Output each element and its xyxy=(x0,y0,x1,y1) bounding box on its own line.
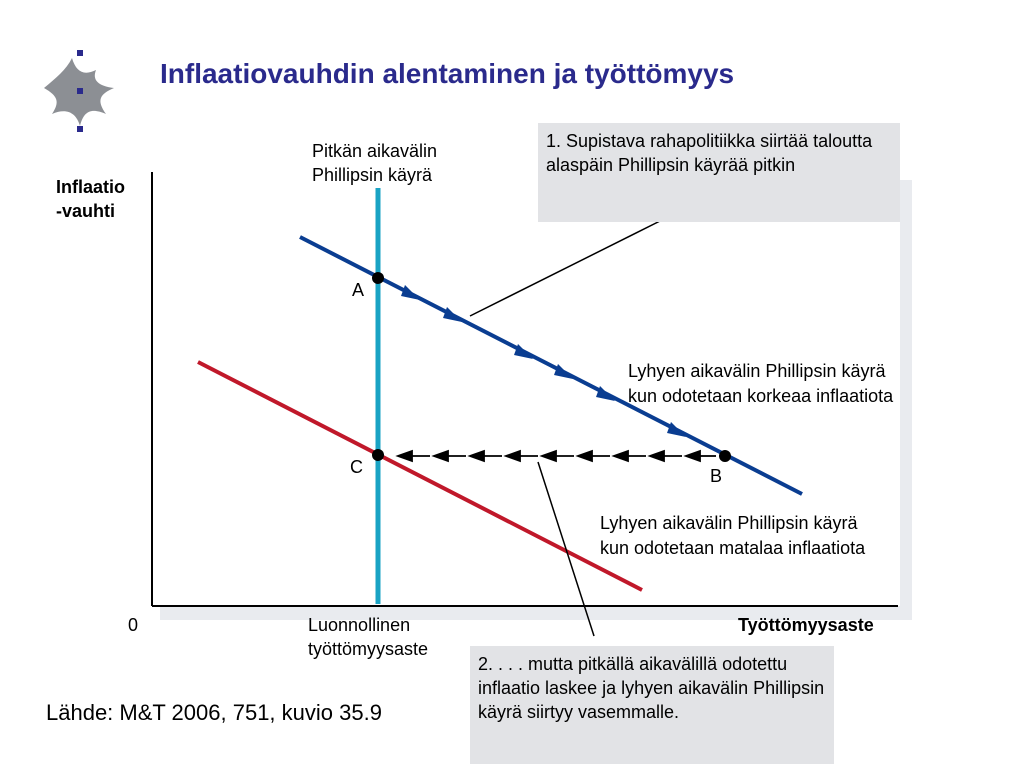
curve-arrow-icon xyxy=(401,285,420,300)
curve-arrow-icon xyxy=(554,364,573,379)
callout-monetary-policy: 1. Supistava rahapolitiikka siirtää talo… xyxy=(538,123,900,222)
origin-label: 0 xyxy=(128,615,139,635)
page-title: Inflaatiovauhdin alentaminen ja työttömy… xyxy=(160,58,735,89)
y-axis-label-line2: -vauhti xyxy=(56,201,116,221)
curve-arrow-icon xyxy=(443,307,462,322)
y-axis-label-line1: Inflaatio xyxy=(56,177,126,197)
university-logo-icon xyxy=(44,50,114,132)
natural-rate-label-line1: Luonnollinen xyxy=(308,615,411,635)
point-c-marker xyxy=(372,449,384,461)
point-c-label: C xyxy=(350,457,363,477)
plot-area xyxy=(152,172,900,606)
point-b-label: B xyxy=(710,466,723,486)
point-a-marker xyxy=(372,272,384,284)
curve-arrow-icon xyxy=(514,344,533,359)
source-note: Lähde: M&T 2006, 751, kuvio 35.9 xyxy=(46,700,382,725)
callout-1-pointer xyxy=(469,219,663,317)
curve-arrow-icon xyxy=(667,422,686,437)
short-high-label-line1: Lyhyen aikavälin Phillipsin käyrä xyxy=(628,361,886,381)
shift-arrows-b-to-c xyxy=(395,449,716,463)
natural-rate-label-line2: työttömyysaste xyxy=(308,639,429,659)
short-low-label-line1: Lyhyen aikavälin Phillipsin käyrä xyxy=(600,513,858,533)
long-run-label-line1: Pitkän aikavälin xyxy=(312,141,438,161)
long-run-label-line2: Phillipsin käyrä xyxy=(312,165,433,185)
movement-arrows-along-curve xyxy=(401,285,686,437)
short-run-curve-low xyxy=(197,360,643,592)
point-a-label: A xyxy=(352,280,365,300)
x-axis-label: Työttömyysaste xyxy=(738,615,874,635)
short-low-label-line2: kun odotetaan matalaa inflaatiota xyxy=(600,538,866,558)
curve-arrow-icon xyxy=(596,386,615,401)
callout-long-run-shift: 2. . . . mutta pitkällä aikavälillä odot… xyxy=(470,646,834,764)
point-b-marker xyxy=(719,450,731,462)
callout-2-pointer xyxy=(537,461,595,637)
short-high-label-line2: kun odotetaan korkeaa inflaatiota xyxy=(628,386,894,406)
